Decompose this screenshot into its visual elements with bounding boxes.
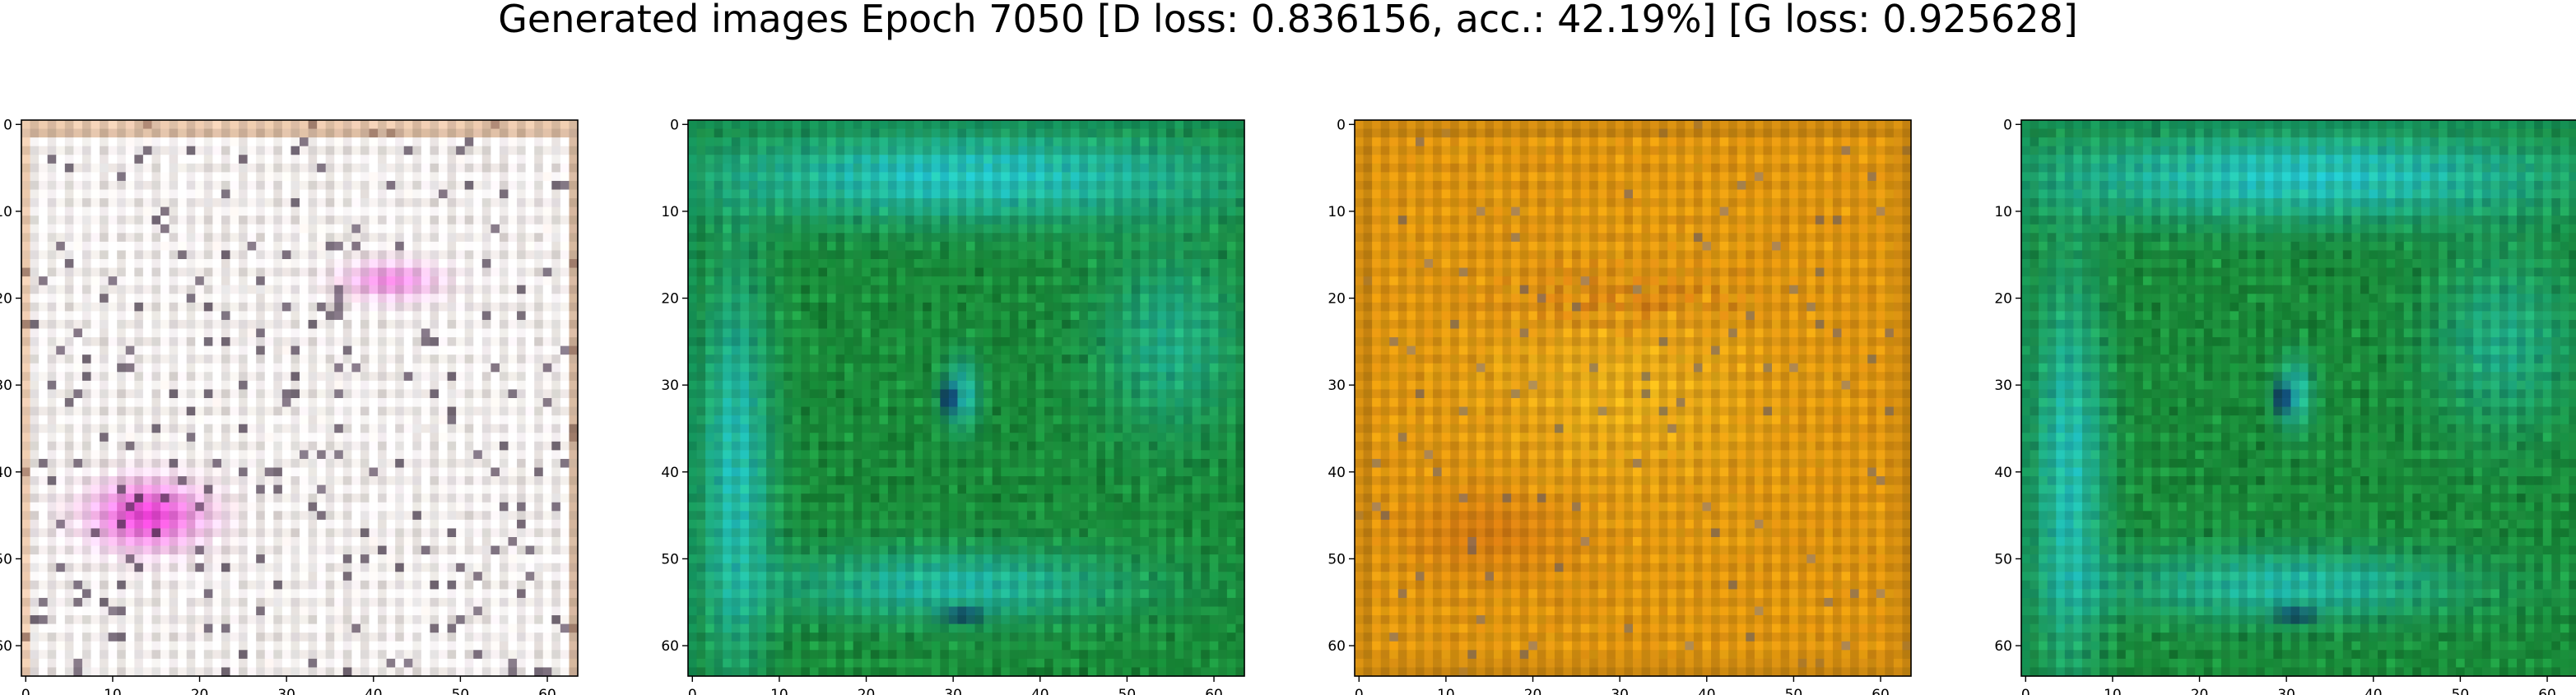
y-tick-label: 60 bbox=[1994, 638, 2012, 655]
x-tick-label: 40 bbox=[1698, 687, 1716, 695]
y-tick-label: 50 bbox=[1994, 551, 2012, 568]
generated-image-4 bbox=[2021, 120, 2576, 677]
x-tick-label: 40 bbox=[365, 687, 383, 695]
x-tick-label: 10 bbox=[1437, 687, 1455, 695]
x-tick-label: 60 bbox=[1205, 687, 1223, 695]
x-tick-label: 30 bbox=[1611, 687, 1629, 695]
x-tick-label: 50 bbox=[2452, 687, 2470, 695]
y-tick-label: 40 bbox=[0, 465, 12, 481]
generated-image-3 bbox=[1355, 120, 1912, 677]
x-tick-label: 0 bbox=[688, 687, 697, 695]
x-tick-label: 20 bbox=[1524, 687, 1542, 695]
x-tick-label: 40 bbox=[1031, 687, 1049, 695]
y-tick-label: 60 bbox=[1328, 638, 1346, 655]
x-tick-label: 30 bbox=[2277, 687, 2295, 695]
y-tick-label: 10 bbox=[1328, 204, 1346, 220]
x-tick-label: 0 bbox=[2021, 687, 2030, 695]
y-tick-label: 0 bbox=[670, 117, 679, 133]
generated-image-1-frame bbox=[21, 119, 579, 677]
y-tick-label: 40 bbox=[1328, 465, 1346, 481]
x-tick-label: 50 bbox=[1785, 687, 1803, 695]
y-tick-label: 20 bbox=[0, 291, 12, 308]
y-tick-label: 40 bbox=[1994, 465, 2012, 481]
x-tick-label: 60 bbox=[2538, 687, 2556, 695]
y-tick-label: 60 bbox=[0, 638, 12, 655]
y-tick-label: 0 bbox=[2003, 117, 2012, 133]
x-tick-label: 50 bbox=[452, 687, 470, 695]
y-tick-label: 30 bbox=[0, 378, 12, 394]
y-tick-label: 10 bbox=[661, 204, 679, 220]
y-tick-label: 10 bbox=[0, 204, 12, 220]
generated-image-4-frame bbox=[2020, 119, 2576, 677]
x-tick-label: 60 bbox=[1872, 687, 1890, 695]
x-tick-label: 20 bbox=[191, 687, 209, 695]
y-tick-label: 30 bbox=[1328, 378, 1346, 394]
generated-image-3-frame bbox=[1354, 119, 1912, 677]
x-tick-label: 60 bbox=[538, 687, 556, 695]
y-tick-label: 50 bbox=[1328, 551, 1346, 568]
x-tick-label: 40 bbox=[2364, 687, 2383, 695]
y-tick-label: 20 bbox=[1328, 291, 1346, 308]
generated-image-2 bbox=[688, 120, 1245, 677]
y-tick-label: 20 bbox=[1994, 291, 2012, 308]
y-tick-label: 0 bbox=[1337, 117, 1346, 133]
x-tick-label: 10 bbox=[2104, 687, 2122, 695]
y-tick-label: 30 bbox=[661, 378, 679, 394]
y-tick-label: 60 bbox=[661, 638, 679, 655]
y-tick-label: 10 bbox=[1994, 204, 2012, 220]
x-tick-label: 50 bbox=[1118, 687, 1137, 695]
x-tick-label: 10 bbox=[770, 687, 788, 695]
x-tick-label: 0 bbox=[1355, 687, 1364, 695]
x-tick-label: 0 bbox=[21, 687, 30, 695]
x-tick-label: 20 bbox=[858, 687, 876, 695]
y-tick-label: 20 bbox=[661, 291, 679, 308]
y-tick-label: 40 bbox=[661, 465, 679, 481]
y-tick-label: 50 bbox=[0, 551, 12, 568]
x-tick-label: 10 bbox=[104, 687, 122, 695]
y-tick-label: 30 bbox=[1994, 378, 2012, 394]
x-tick-label: 30 bbox=[944, 687, 962, 695]
y-tick-label: 50 bbox=[661, 551, 679, 568]
generated-image-2-frame bbox=[687, 119, 1245, 677]
x-tick-label: 30 bbox=[277, 687, 295, 695]
figure-title: Generated images Epoch 7050 [D loss: 0.8… bbox=[498, 0, 2078, 41]
generated-image-1 bbox=[21, 120, 579, 677]
x-tick-label: 20 bbox=[2191, 687, 2209, 695]
y-tick-label: 0 bbox=[3, 117, 12, 133]
